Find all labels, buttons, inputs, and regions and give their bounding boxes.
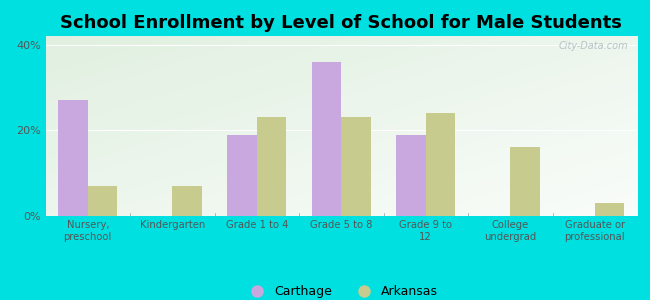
- Bar: [172, 186, 202, 216]
- Bar: [396, 135, 426, 216]
- Bar: [58, 100, 88, 216]
- Bar: [257, 117, 286, 216]
- Text: City-Data.com: City-Data.com: [558, 41, 628, 51]
- Bar: [426, 113, 455, 216]
- Bar: [88, 186, 117, 216]
- Bar: [312, 62, 341, 216]
- Bar: [341, 117, 370, 216]
- Bar: [510, 147, 540, 216]
- Bar: [595, 203, 624, 216]
- Bar: [227, 135, 257, 216]
- Legend: Carthage, Arkansas: Carthage, Arkansas: [239, 280, 443, 300]
- Title: School Enrollment by Level of School for Male Students: School Enrollment by Level of School for…: [60, 14, 622, 32]
